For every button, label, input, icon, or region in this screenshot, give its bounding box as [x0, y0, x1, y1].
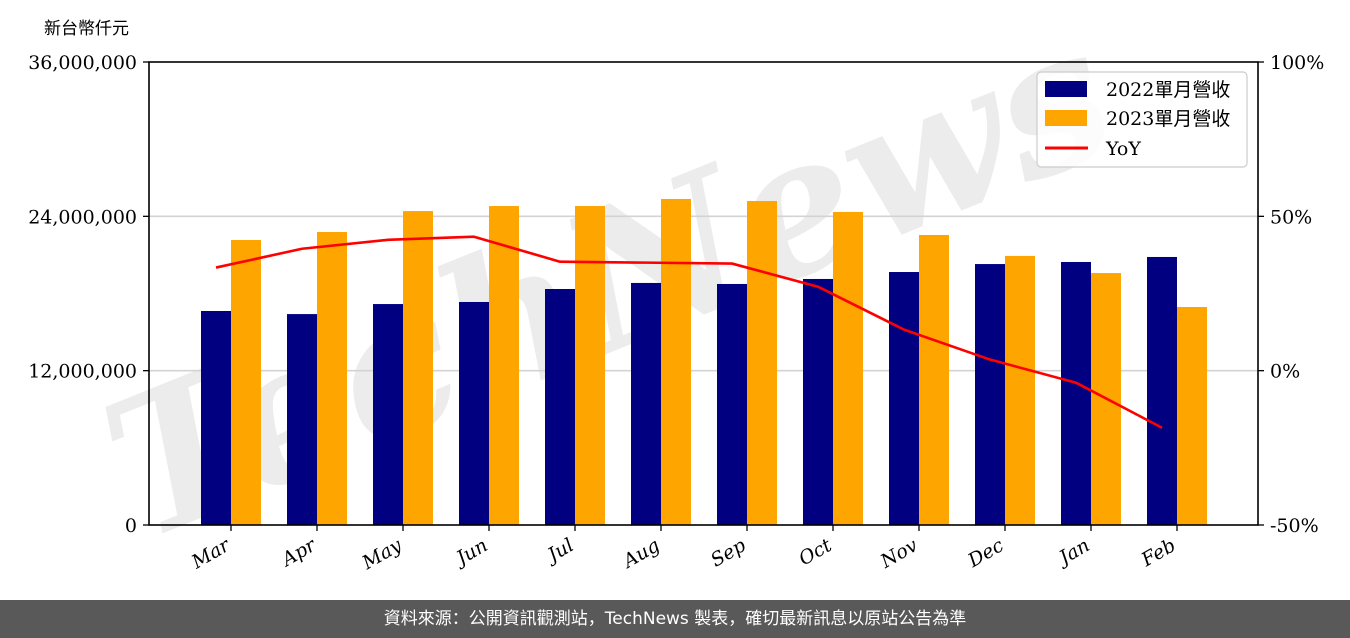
- bar-2023: [747, 201, 777, 525]
- bar-2023: [1177, 307, 1207, 525]
- bar-2022: [373, 304, 403, 525]
- x-tick-label: Jul: [541, 534, 578, 568]
- bar-2023: [317, 232, 347, 525]
- bar-2022: [889, 272, 919, 525]
- x-tick-label: Oct: [795, 534, 836, 570]
- y2-tick-label: 100%: [1270, 52, 1324, 74]
- bars: [201, 198, 1207, 526]
- x-tick-label: Aug: [618, 534, 664, 573]
- bar-2022: [1147, 256, 1177, 525]
- bar-2022: [459, 301, 489, 525]
- bar-2023: [661, 198, 691, 526]
- bar-2022: [975, 264, 1005, 525]
- legend-swatch: [1045, 81, 1087, 97]
- x-tick-label: Dec: [963, 534, 1007, 572]
- revenue-chart: TechNews 012,000,00024,000,00036,000,000…: [28, 0, 1324, 583]
- y2-tick-label: 0%: [1270, 361, 1300, 383]
- legend-swatch: [1045, 110, 1087, 126]
- x-tick-label: Jan: [1052, 534, 1093, 571]
- bar-2022: [631, 282, 661, 525]
- bar-2022: [201, 310, 231, 525]
- x-tick-label: Feb: [1137, 534, 1180, 571]
- x-tick-label: Apr: [276, 533, 321, 571]
- y2-tick-label: 50%: [1270, 206, 1312, 228]
- bar-2023: [833, 211, 863, 525]
- source-footer: 資料來源：公開資訊觀測站，TechNews 製表，確切最新訊息以原站公告為準: [0, 600, 1350, 638]
- bar-2023: [919, 234, 949, 526]
- legend-label: YoY: [1105, 138, 1141, 160]
- y-tick-label: 36,000,000: [28, 52, 137, 74]
- bar-2023: [231, 239, 261, 525]
- y-tick-label: 0: [125, 515, 137, 537]
- y-axis-unit-label: 新台幣仟元: [44, 19, 129, 39]
- bar-2022: [717, 283, 747, 525]
- y-tick-label: 12,000,000: [28, 361, 137, 383]
- bar-2023: [1005, 255, 1035, 525]
- bar-2023: [575, 206, 605, 526]
- bar-2023: [489, 206, 519, 526]
- x-tick-label: Nov: [876, 534, 922, 573]
- bar-2022: [1061, 261, 1091, 525]
- y-tick-label: 24,000,000: [28, 206, 137, 228]
- x-tick-label: Jun: [449, 534, 491, 571]
- legend-label: 2022單月營收: [1106, 79, 1230, 101]
- bar-2023: [403, 211, 433, 525]
- x-tick-label: Sep: [707, 534, 750, 571]
- legend-label: 2023單月營收: [1106, 108, 1230, 130]
- bar-2022: [287, 314, 317, 525]
- bar-2022: [545, 288, 575, 525]
- y2-tick-label: -50%: [1270, 515, 1319, 537]
- bar-2022: [803, 278, 833, 525]
- x-tick-label: May: [358, 534, 406, 574]
- legend: 2022單月營收 2023單月營收 YoY: [1036, 71, 1248, 168]
- yoy-line: [215, 235, 1163, 429]
